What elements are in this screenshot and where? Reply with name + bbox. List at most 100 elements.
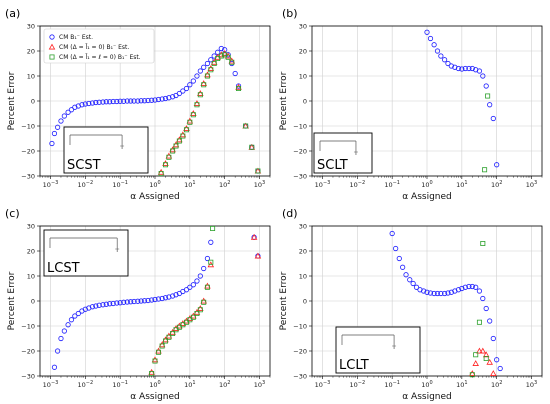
panel-label: (d) bbox=[282, 207, 298, 220]
data-point bbox=[459, 285, 465, 292]
data-point bbox=[249, 144, 255, 150]
data-point bbox=[194, 73, 200, 79]
data-point bbox=[250, 233, 258, 240]
data-point bbox=[417, 287, 423, 293]
data-point bbox=[155, 347, 162, 354]
data-point bbox=[93, 303, 99, 309]
data-point bbox=[208, 67, 214, 73]
data-point bbox=[51, 130, 58, 137]
data-point bbox=[79, 102, 85, 108]
x-tick-label: 100 bbox=[421, 380, 432, 389]
data-point bbox=[149, 97, 155, 103]
data-point bbox=[486, 358, 493, 365]
y-tick-label: −10 bbox=[21, 322, 35, 330]
data-point bbox=[400, 264, 406, 270]
legend-entry: CM (Δ = l̄₁ = ℓ = 0) B₁⁻ Est. bbox=[59, 54, 141, 61]
data-point bbox=[187, 119, 193, 125]
data-point bbox=[128, 299, 134, 305]
y-tick-label: −30 bbox=[293, 372, 307, 380]
data-point bbox=[427, 35, 434, 42]
data-point bbox=[413, 284, 420, 290]
data-point bbox=[480, 295, 486, 302]
data-point bbox=[51, 364, 58, 370]
data-point bbox=[162, 338, 168, 344]
inset: LCST bbox=[43, 229, 129, 277]
data-point bbox=[159, 295, 165, 302]
x-tick-label: 103 bbox=[254, 180, 265, 189]
data-point bbox=[114, 98, 120, 105]
data-point bbox=[190, 314, 196, 320]
data-point bbox=[58, 118, 64, 124]
data-point bbox=[173, 143, 179, 149]
data-point bbox=[166, 95, 172, 101]
y-tick-label: −10 bbox=[293, 122, 307, 130]
data-series bbox=[51, 234, 261, 370]
data-point bbox=[222, 47, 228, 53]
data-point bbox=[197, 307, 203, 313]
legend-marker bbox=[48, 43, 56, 50]
data-point bbox=[159, 343, 165, 349]
y-tick-label: −30 bbox=[293, 172, 307, 180]
x-axis-label: α Assigned bbox=[402, 392, 452, 402]
data-point bbox=[152, 296, 158, 303]
data-point bbox=[201, 299, 207, 305]
data-point bbox=[200, 297, 207, 304]
data-point bbox=[89, 304, 96, 310]
x-tick-label: 10−3 bbox=[315, 380, 331, 389]
data-point bbox=[183, 127, 189, 133]
data-point bbox=[100, 302, 106, 308]
inset: LCLT bbox=[335, 326, 421, 374]
data-point bbox=[218, 45, 224, 52]
data-point bbox=[476, 319, 482, 325]
data-point bbox=[114, 300, 120, 306]
data-point bbox=[155, 296, 162, 302]
data-point bbox=[197, 305, 204, 311]
data-point bbox=[466, 283, 472, 290]
data-point bbox=[158, 170, 164, 176]
data-point bbox=[103, 301, 109, 307]
data-point bbox=[187, 82, 193, 88]
data-point bbox=[403, 272, 409, 278]
data-point bbox=[229, 59, 235, 65]
data-point bbox=[438, 290, 444, 297]
data-point bbox=[121, 98, 127, 104]
data-point bbox=[183, 85, 190, 92]
data-point bbox=[204, 284, 210, 290]
data-point bbox=[169, 146, 176, 153]
data-point bbox=[65, 322, 71, 328]
data-point bbox=[54, 124, 61, 130]
data-point bbox=[490, 115, 496, 122]
x-tick-label: 102 bbox=[219, 380, 230, 389]
y-tick-label: −20 bbox=[293, 147, 307, 155]
data-point bbox=[389, 230, 395, 237]
data-point bbox=[58, 335, 64, 342]
data-point bbox=[166, 294, 172, 300]
data-point bbox=[441, 57, 448, 63]
data-point bbox=[100, 99, 106, 105]
x-tick-label: 10−1 bbox=[112, 380, 128, 389]
data-point bbox=[441, 290, 448, 297]
data-point bbox=[141, 298, 148, 304]
x-tick-label: 103 bbox=[526, 380, 537, 389]
inset-label: LCST bbox=[47, 261, 80, 276]
data-point bbox=[141, 98, 148, 104]
data-point bbox=[54, 348, 61, 354]
y-tick-label: −30 bbox=[21, 372, 35, 380]
data-point bbox=[452, 64, 458, 70]
data-point bbox=[131, 98, 137, 104]
data-point bbox=[75, 103, 81, 109]
data-point bbox=[166, 154, 172, 160]
data-point bbox=[96, 99, 102, 105]
data-point bbox=[162, 95, 169, 102]
data-point bbox=[152, 358, 158, 364]
data-point bbox=[476, 347, 483, 354]
data-point bbox=[469, 65, 475, 72]
y-tick-label: −10 bbox=[21, 122, 35, 130]
data-point bbox=[197, 273, 203, 279]
data-point bbox=[208, 57, 214, 63]
data-point bbox=[236, 86, 242, 92]
data-series bbox=[482, 93, 491, 173]
y-axis-label: Percent Error bbox=[7, 271, 17, 330]
data-series bbox=[149, 225, 216, 376]
data-point bbox=[145, 97, 151, 104]
